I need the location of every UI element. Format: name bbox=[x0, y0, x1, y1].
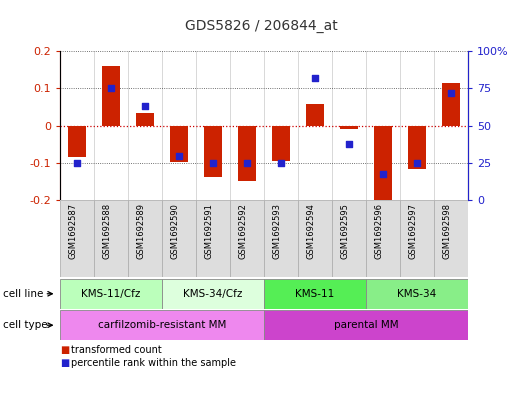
Bar bbox=[238, 126, 256, 181]
FancyBboxPatch shape bbox=[162, 200, 196, 277]
Text: GSM1692596: GSM1692596 bbox=[374, 203, 383, 259]
FancyBboxPatch shape bbox=[366, 279, 468, 309]
FancyBboxPatch shape bbox=[366, 200, 400, 277]
FancyBboxPatch shape bbox=[264, 279, 366, 309]
Text: GSM1692591: GSM1692591 bbox=[204, 203, 213, 259]
Bar bbox=[68, 126, 86, 158]
Point bbox=[277, 160, 286, 166]
Text: KMS-11: KMS-11 bbox=[295, 289, 335, 299]
Text: GSM1692590: GSM1692590 bbox=[170, 203, 179, 259]
FancyBboxPatch shape bbox=[162, 279, 264, 309]
Bar bbox=[306, 104, 324, 126]
Text: ■: ■ bbox=[60, 345, 70, 355]
Text: GSM1692588: GSM1692588 bbox=[102, 203, 111, 259]
Text: percentile rank within the sample: percentile rank within the sample bbox=[71, 358, 235, 368]
Point bbox=[243, 160, 252, 166]
Text: KMS-34/Cfz: KMS-34/Cfz bbox=[184, 289, 243, 299]
Text: GSM1692598: GSM1692598 bbox=[442, 203, 451, 259]
Point bbox=[345, 141, 354, 147]
Text: transformed count: transformed count bbox=[71, 345, 162, 355]
FancyBboxPatch shape bbox=[400, 200, 434, 277]
Text: cell type: cell type bbox=[3, 320, 47, 330]
Point bbox=[73, 160, 82, 166]
FancyBboxPatch shape bbox=[230, 200, 264, 277]
FancyBboxPatch shape bbox=[128, 200, 162, 277]
Text: GSM1692593: GSM1692593 bbox=[272, 203, 281, 259]
FancyBboxPatch shape bbox=[60, 200, 94, 277]
Point bbox=[379, 171, 388, 177]
Bar bbox=[272, 126, 290, 161]
Bar bbox=[102, 66, 120, 126]
Point bbox=[175, 152, 184, 159]
Bar bbox=[340, 126, 358, 129]
Text: GDS5826 / 206844_at: GDS5826 / 206844_at bbox=[185, 18, 338, 33]
Point bbox=[413, 160, 422, 166]
Bar bbox=[170, 126, 188, 162]
Bar bbox=[204, 126, 222, 177]
FancyBboxPatch shape bbox=[94, 200, 128, 277]
Point bbox=[141, 103, 150, 110]
Text: GSM1692594: GSM1692594 bbox=[306, 203, 315, 259]
FancyBboxPatch shape bbox=[60, 279, 162, 309]
Text: GSM1692597: GSM1692597 bbox=[408, 203, 417, 259]
FancyBboxPatch shape bbox=[264, 200, 298, 277]
Text: carfilzomib-resistant MM: carfilzomib-resistant MM bbox=[98, 320, 226, 330]
Text: KMS-11/Cfz: KMS-11/Cfz bbox=[82, 289, 141, 299]
Text: GSM1692592: GSM1692592 bbox=[238, 203, 247, 259]
FancyBboxPatch shape bbox=[60, 310, 264, 340]
Text: ■: ■ bbox=[60, 358, 70, 368]
Bar bbox=[442, 83, 460, 126]
Text: GSM1692587: GSM1692587 bbox=[68, 203, 77, 259]
Text: parental MM: parental MM bbox=[334, 320, 399, 330]
FancyBboxPatch shape bbox=[434, 200, 468, 277]
Text: GSM1692589: GSM1692589 bbox=[136, 203, 145, 259]
FancyBboxPatch shape bbox=[332, 200, 366, 277]
Text: GSM1692595: GSM1692595 bbox=[340, 203, 349, 259]
Point bbox=[209, 160, 218, 166]
Bar bbox=[136, 114, 154, 126]
Text: cell line: cell line bbox=[3, 289, 43, 299]
Point bbox=[311, 75, 320, 81]
FancyBboxPatch shape bbox=[196, 200, 230, 277]
FancyBboxPatch shape bbox=[298, 200, 332, 277]
FancyBboxPatch shape bbox=[264, 310, 468, 340]
Bar bbox=[408, 126, 426, 169]
Text: KMS-34: KMS-34 bbox=[397, 289, 437, 299]
Point bbox=[107, 85, 116, 92]
Bar bbox=[374, 126, 392, 200]
Point bbox=[447, 90, 456, 96]
